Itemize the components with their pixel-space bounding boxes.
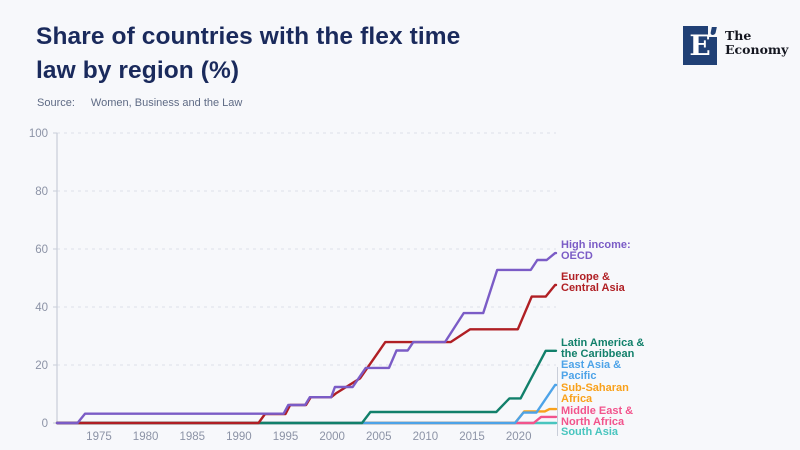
y-tick-label-60: 60 bbox=[35, 244, 48, 256]
x-tick-label-1990: 1990 bbox=[226, 431, 252, 443]
logo-wordmark-line2: Economy bbox=[725, 42, 789, 57]
legend-label-sub-saharan-africa: Sub-Saharan Africa bbox=[561, 382, 629, 405]
the-economy-logo: E The Economy bbox=[683, 26, 788, 65]
y-tick-label-80: 80 bbox=[35, 186, 48, 198]
x-tick-label-2020: 2020 bbox=[506, 431, 532, 443]
x-tick-label-2010: 2010 bbox=[413, 431, 439, 443]
x-tick-label-1975: 1975 bbox=[86, 431, 112, 443]
source-label: Source: bbox=[37, 97, 75, 109]
y-tick-label-100: 100 bbox=[29, 128, 48, 140]
y-tick-label-20: 20 bbox=[35, 360, 48, 372]
legend-label-east-asia-pacific: East Asia & Pacific bbox=[561, 359, 622, 382]
logo-mark-box: E bbox=[683, 26, 717, 65]
x-tick-label-2015: 2015 bbox=[459, 431, 485, 443]
x-tick-label-1995: 1995 bbox=[273, 431, 299, 443]
logo-wordmark: The Economy bbox=[725, 29, 788, 57]
x-tick-label-1985: 1985 bbox=[179, 431, 205, 443]
series-line-east-asia-pacific bbox=[55, 383, 558, 425]
x-tick-label-1980: 1980 bbox=[133, 431, 159, 443]
y-tick-label-40: 40 bbox=[35, 302, 48, 314]
x-tick-label-2005: 2005 bbox=[366, 431, 392, 443]
legend-label-south-asia: South Asia bbox=[561, 426, 619, 438]
y-tick-label-0: 0 bbox=[42, 418, 48, 430]
logo-wordmark-line1: The bbox=[725, 28, 752, 43]
page-title: Share of countries with the flex time la… bbox=[36, 20, 596, 88]
legend-label-high-income-oecd: High income: OECD bbox=[561, 239, 631, 262]
source-row: Source: Women, Business and the Law bbox=[37, 97, 242, 109]
logo-letter-e: E bbox=[689, 29, 711, 62]
legend-label-middle-east-north-africa: Middle East & North Africa bbox=[561, 405, 634, 428]
source-text: Women, Business and the Law bbox=[90, 97, 243, 109]
x-tick-label-2000: 2000 bbox=[319, 431, 345, 443]
page-title-line1: Share of countries with the flex time bbox=[36, 23, 461, 50]
legend-label-europe-central-asia: Europe & Central Asia bbox=[561, 271, 625, 294]
page-title-line2: law by region (%) bbox=[36, 57, 240, 84]
legend-label-latin-america-the-caribbean: Latin America & the Caribbean bbox=[561, 337, 645, 360]
series-line-high-income-oecd bbox=[55, 251, 558, 425]
series-line-latin-america-the-caribbean bbox=[55, 349, 558, 425]
